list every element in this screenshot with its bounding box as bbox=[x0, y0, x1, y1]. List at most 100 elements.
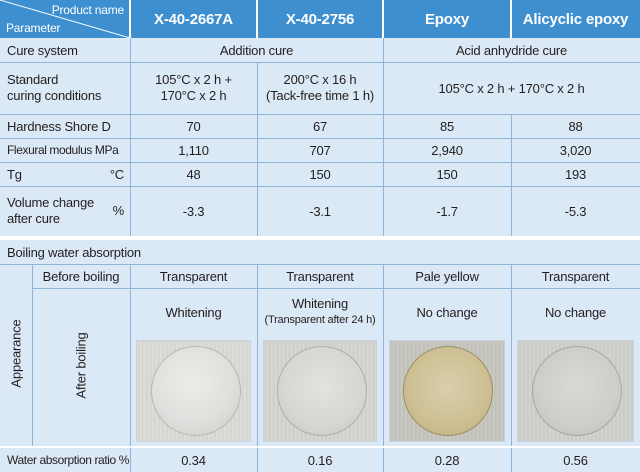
grid-line bbox=[32, 288, 640, 289]
ratio-x402756: 0.16 bbox=[257, 448, 383, 472]
row-label-curing-line1: Standard bbox=[7, 72, 59, 87]
section-title-boiling-water: Boiling water absorption bbox=[0, 240, 640, 264]
sample-photo-cell-epoxy bbox=[383, 336, 511, 446]
row-label-tg: Tg °C bbox=[0, 162, 130, 186]
ratio-epoxy: 0.28 bbox=[383, 448, 511, 472]
grid-line bbox=[0, 186, 640, 187]
curing-x402756-line2: (Tack-free time 1 h) bbox=[266, 88, 374, 103]
ratio-alicyclic: 0.56 bbox=[511, 448, 640, 472]
grid-line bbox=[511, 114, 512, 236]
hardness-x402667a: 70 bbox=[130, 114, 257, 138]
grid-line bbox=[130, 264, 131, 446]
before-boiling-label: Before boiling bbox=[32, 264, 130, 288]
volume-change-unit: % bbox=[112, 203, 125, 218]
tg-label: Tg bbox=[7, 166, 22, 182]
row-label-flexural-modulus: Flexural modulus MPa bbox=[0, 138, 130, 162]
header-product-x402756: X-40-2756 bbox=[257, 0, 383, 38]
header-product-alicyclic-epoxy: Alicyclic epoxy bbox=[511, 0, 640, 38]
before-boiling-epoxy: Pale yellow bbox=[383, 264, 511, 288]
sample-photo-epoxy bbox=[389, 340, 505, 442]
tg-epoxy: 150 bbox=[383, 162, 511, 186]
row-label-hardness: Hardness Shore D bbox=[0, 114, 130, 138]
row-label-curing-conditions: Standard curing conditions bbox=[0, 62, 130, 114]
grid-line bbox=[383, 38, 384, 236]
row-label-curing-line2: curing conditions bbox=[7, 88, 102, 103]
header-product-x402667a: X-40-2667A bbox=[130, 0, 257, 38]
grid-line bbox=[0, 264, 640, 265]
curing-x402667a: 105°C x 2 h + 170°C x 2 h bbox=[130, 62, 257, 114]
volume-change-line1: Volume change bbox=[7, 195, 95, 210]
header-product-name-label: Product name bbox=[51, 3, 125, 17]
after-boiling-x402667a: Whitening bbox=[130, 288, 257, 336]
header-divider bbox=[510, 0, 512, 38]
grid-line bbox=[383, 448, 384, 472]
header-product-epoxy: Epoxy bbox=[383, 0, 511, 38]
sample-disk-epoxy bbox=[403, 346, 493, 436]
hardness-x402756: 67 bbox=[257, 114, 383, 138]
sample-disk-x402756 bbox=[277, 346, 367, 436]
after-boiling-x402756-note: (Transparent after 24 h) bbox=[264, 314, 376, 326]
flexural-epoxy: 2,940 bbox=[383, 138, 511, 162]
volume-change-epoxy: -1.7 bbox=[383, 186, 511, 236]
grid-line bbox=[383, 264, 384, 446]
sample-photo-x402756 bbox=[263, 340, 377, 442]
grid-line bbox=[257, 448, 258, 472]
flexural-alicyclic: 3,020 bbox=[511, 138, 640, 162]
sample-photo-cell-x402756 bbox=[257, 336, 383, 446]
section-gap bbox=[0, 446, 640, 448]
grid-line bbox=[257, 264, 258, 446]
sample-disk-x402667a bbox=[151, 346, 241, 436]
corner-diagonal-line bbox=[0, 0, 130, 38]
sample-disk-alicyclic bbox=[532, 346, 622, 436]
grid-line bbox=[0, 162, 640, 163]
grid-line bbox=[0, 114, 640, 115]
curing-epoxy-alicyclic: 105°C x 2 h + 170°C x 2 h bbox=[383, 62, 640, 114]
after-boiling-group: After boiling bbox=[32, 288, 130, 446]
sample-photo-alicyclic bbox=[517, 340, 634, 442]
cure-system-addition: Addition cure bbox=[130, 38, 383, 62]
before-boiling-x402667a: Transparent bbox=[130, 264, 257, 288]
tg-x402756: 150 bbox=[257, 162, 383, 186]
flexural-x402667a: 1,110 bbox=[130, 138, 257, 162]
grid-line bbox=[130, 38, 131, 236]
curing-x402756-line1: 200°C x 16 h bbox=[283, 72, 357, 87]
before-boiling-x402756: Transparent bbox=[257, 264, 383, 288]
appearance-label: Appearance bbox=[8, 319, 24, 388]
row-label-cure-system: Cure system bbox=[0, 38, 130, 62]
header-divider bbox=[129, 0, 131, 38]
header-divider bbox=[382, 0, 384, 38]
grid-line bbox=[32, 264, 33, 446]
tg-alicyclic: 193 bbox=[511, 162, 640, 186]
after-boiling-x402756-text: Whitening bbox=[291, 296, 348, 311]
header-corner-cell: Product name Parameter bbox=[0, 0, 130, 38]
section-gap bbox=[0, 236, 640, 240]
curing-x402667a-line1: 105°C x 2 h + bbox=[155, 72, 232, 87]
hardness-alicyclic: 88 bbox=[511, 114, 640, 138]
tg-unit: °C bbox=[109, 166, 124, 182]
row-label-water-absorption-ratio: Water absorption ratio % bbox=[0, 448, 130, 472]
grid-line bbox=[0, 62, 640, 63]
sample-photo-x402667a bbox=[136, 340, 251, 442]
flexural-x402756: 707 bbox=[257, 138, 383, 162]
volume-change-x402756: -3.1 bbox=[257, 186, 383, 236]
volume-change-alicyclic: -5.3 bbox=[511, 186, 640, 236]
volume-change-line2: after cure bbox=[7, 211, 60, 226]
header-parameter-label: Parameter bbox=[6, 21, 61, 35]
curing-x402667a-line2: 170°C x 2 h bbox=[160, 88, 227, 103]
volume-change-x402667a: -3.3 bbox=[130, 186, 257, 236]
sample-photo-cell-alicyclic bbox=[511, 336, 640, 446]
curing-x402756: 200°C x 16 h (Tack-free time 1 h) bbox=[257, 62, 383, 114]
grid-line bbox=[257, 62, 258, 236]
grid-line bbox=[511, 448, 512, 472]
after-boiling-epoxy: No change bbox=[383, 288, 511, 336]
header-divider bbox=[256, 0, 258, 38]
grid-line bbox=[130, 448, 131, 472]
tg-x402667a: 48 bbox=[130, 162, 257, 186]
appearance-group: Appearance bbox=[0, 264, 32, 446]
grid-line bbox=[0, 138, 640, 139]
hardness-epoxy: 85 bbox=[383, 114, 511, 138]
cure-system-acid-anhydride: Acid anhydride cure bbox=[383, 38, 640, 62]
row-label-volume-change: Volume change after cure % bbox=[0, 186, 130, 236]
grid-line bbox=[511, 264, 512, 446]
